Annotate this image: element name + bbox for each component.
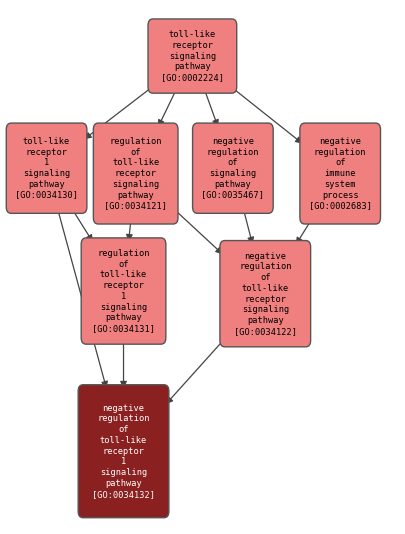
FancyBboxPatch shape [6, 123, 87, 213]
Text: regulation
of
toll-like
receptor
1
signaling
pathway
[GO:0034131]: regulation of toll-like receptor 1 signa… [92, 249, 155, 333]
Text: negative
regulation
of
signaling
pathway
[GO:0035467]: negative regulation of signaling pathway… [201, 137, 264, 200]
Text: negative
regulation
of
toll-like
receptor
1
signaling
pathway
[GO:0034132]: negative regulation of toll-like recepto… [92, 404, 155, 499]
FancyBboxPatch shape [148, 19, 237, 93]
Text: toll-like
receptor
1
signaling
pathway
[GO:0034130]: toll-like receptor 1 signaling pathway [… [15, 137, 78, 200]
Text: negative
regulation
of
immune
system
process
[GO:0002683]: negative regulation of immune system pro… [309, 137, 372, 210]
Text: regulation
of
toll-like
receptor
signaling
pathway
[GO:0034121]: regulation of toll-like receptor signali… [104, 137, 167, 210]
FancyBboxPatch shape [93, 123, 178, 224]
Text: toll-like
receptor
signaling
pathway
[GO:0002224]: toll-like receptor signaling pathway [GO… [161, 30, 224, 82]
FancyBboxPatch shape [78, 384, 169, 518]
FancyBboxPatch shape [192, 123, 273, 213]
FancyBboxPatch shape [220, 240, 311, 347]
Text: negative
regulation
of
toll-like
receptor
signaling
pathway
[GO:0034122]: negative regulation of toll-like recepto… [234, 252, 297, 336]
FancyBboxPatch shape [300, 123, 380, 224]
FancyBboxPatch shape [81, 238, 166, 344]
